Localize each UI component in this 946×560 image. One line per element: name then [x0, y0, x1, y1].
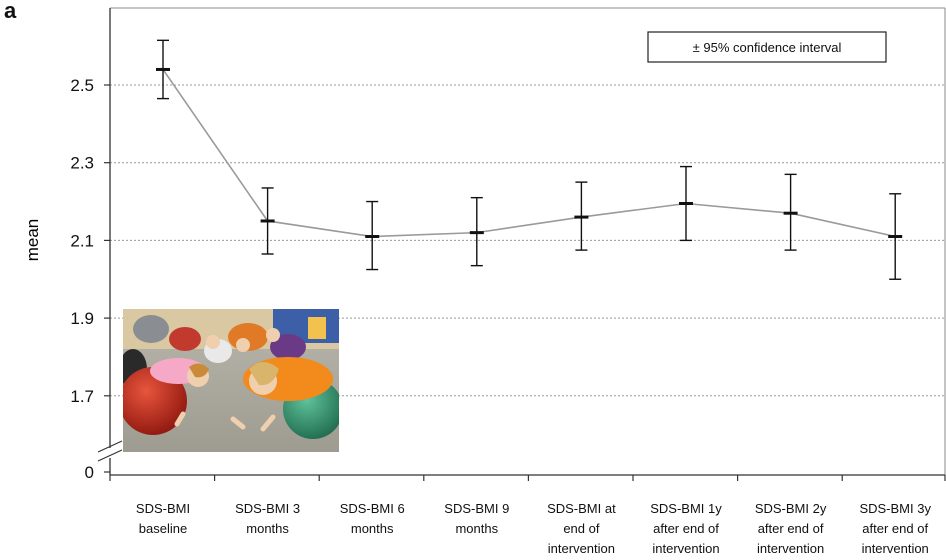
- series-line-mean: [162, 69, 896, 238]
- panel-label: a: [4, 0, 17, 23]
- x-tick-label: SDS-BMI at end of intervention: [547, 501, 616, 556]
- x-tick-label: SDS-BMI 6 months: [340, 501, 405, 536]
- y-axis-label: mean: [23, 219, 42, 262]
- error-bar: [260, 187, 275, 255]
- gridlines: [110, 84, 945, 397]
- error-bar: [574, 181, 589, 251]
- error-bar: [783, 173, 798, 251]
- x-tick-label: SDS-BMI 2y after end of intervention: [755, 501, 827, 556]
- error-bar: [679, 165, 693, 242]
- error-bar: [469, 196, 484, 267]
- y-tick-label: 2.5: [70, 76, 94, 95]
- error-bar: [365, 200, 380, 271]
- error-bar: [156, 39, 170, 100]
- x-tick-label: SDS-BMI 9 months: [444, 501, 509, 536]
- x-tick-label: SDS-BMI 3y after end of intervention: [859, 501, 931, 556]
- axes: [97, 7, 946, 481]
- error-bar: [888, 193, 903, 280]
- inset-photo-children-exercise-balls: [123, 309, 339, 452]
- legend: ± 95% confidence interval: [647, 31, 887, 63]
- y-tick-label: 2.3: [70, 154, 94, 173]
- error-bars: [156, 39, 903, 280]
- axis-break-mark: [97, 440, 123, 453]
- legend-box: [647, 31, 887, 63]
- y-tick-labels: 2.5 2.3 2.1 1.9 1.7 0: [70, 76, 94, 482]
- y-tick-label: 2.1: [70, 231, 94, 250]
- legend-text: ± 95% confidence interval: [693, 40, 842, 55]
- y-tick-label: 0: [85, 463, 94, 482]
- x-tick-label: SDS-BMI 1y after end of intervention: [650, 501, 722, 556]
- x-tick-label: SDS-BMI baseline: [136, 501, 190, 536]
- y-tick-label: 1.9: [70, 309, 94, 328]
- y-tick-label: 1.7: [70, 387, 94, 406]
- x-tick-label: SDS-BMI 3 months: [235, 501, 300, 536]
- series-line: [162, 69, 896, 238]
- axis-break-mark: [97, 449, 123, 462]
